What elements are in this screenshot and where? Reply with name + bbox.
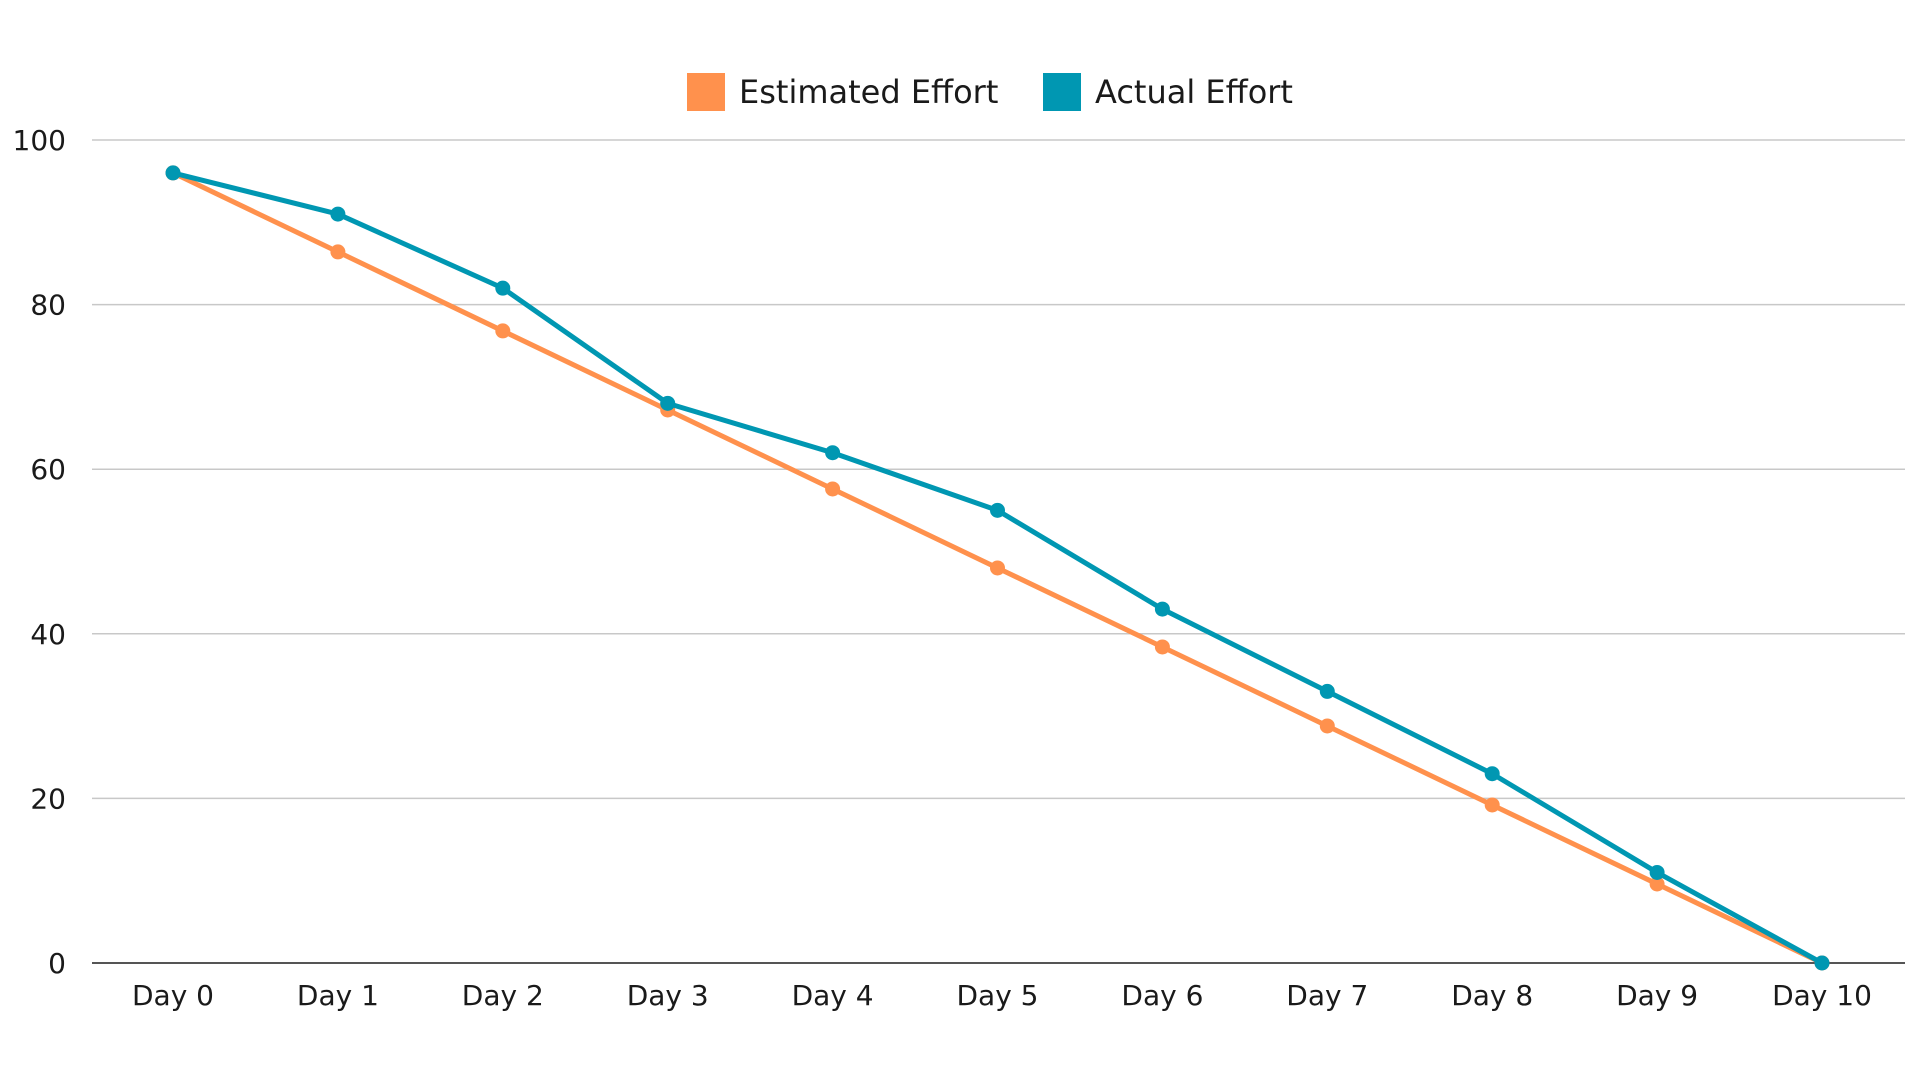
y-tick-label-80: 80 [30,289,66,322]
data-point-1-7 [1319,683,1335,699]
series-0 [165,165,1830,971]
data-point-1-5 [990,502,1005,518]
y-tick-label-100: 100 [13,124,66,157]
x-tick-label-7: Day 7 [1286,979,1368,1012]
data-point-1-9 [1649,864,1665,880]
data-point-1-3 [660,395,676,411]
x-tick-label-0: Day 0 [132,979,214,1012]
data-point-0-8 [1484,797,1500,813]
x-tick-label-3: Day 3 [627,979,709,1012]
legend-swatch-0 [687,73,725,111]
x-tick-label-2: Day 2 [462,979,544,1012]
gridlines [92,139,1905,964]
data-point-1-8 [1484,766,1500,782]
data-point-1-0 [165,165,181,181]
legend-swatch-1 [1043,73,1081,111]
data-point-1-1 [330,206,346,222]
data-point-0-2 [495,323,511,339]
x-axis: Day 0 Day 1 Day 2 Day 3 Day 4 Day 5 Day 6 Day 7… [132,979,1872,1012]
x-tick-label-8: Day 8 [1451,979,1533,1012]
data-point-0-6 [1154,639,1170,655]
x-tick-label-6: Day 6 [1121,979,1203,1012]
legend-label-0: Estimated Effort [739,73,998,111]
y-tick-label-40: 40 [30,618,66,651]
x-tick-label-5: Day 5 [956,979,1038,1012]
data-point-0-5 [990,560,1005,576]
data-point-1-2 [495,280,511,296]
x-tick-label-9: Day 9 [1616,979,1698,1012]
data-point-1-10 [1814,955,1830,971]
data-point-0-9 [1649,876,1665,892]
y-axis: 0 20 40 60 80 100 [13,124,66,980]
y-tick-label-0: 0 [48,947,66,980]
x-tick-label-10: Day 10 [1772,979,1872,1012]
legend: Estimated Effort Actual Effort [687,73,1293,111]
data-point-0-1 [330,244,346,260]
legend-label-1: Actual Effort [1095,73,1293,111]
y-tick-label-20: 20 [30,782,66,815]
series-1 [165,165,1830,971]
data-point-0-4 [825,481,841,497]
data-point-0-7 [1319,718,1335,734]
x-tick-label-1: Day 1 [297,979,379,1012]
y-tick-label-60: 60 [30,453,66,486]
data-point-1-6 [1154,601,1170,617]
x-tick-label-4: Day 4 [792,979,874,1012]
data-point-1-4 [825,445,841,461]
series-lines [165,165,1830,971]
